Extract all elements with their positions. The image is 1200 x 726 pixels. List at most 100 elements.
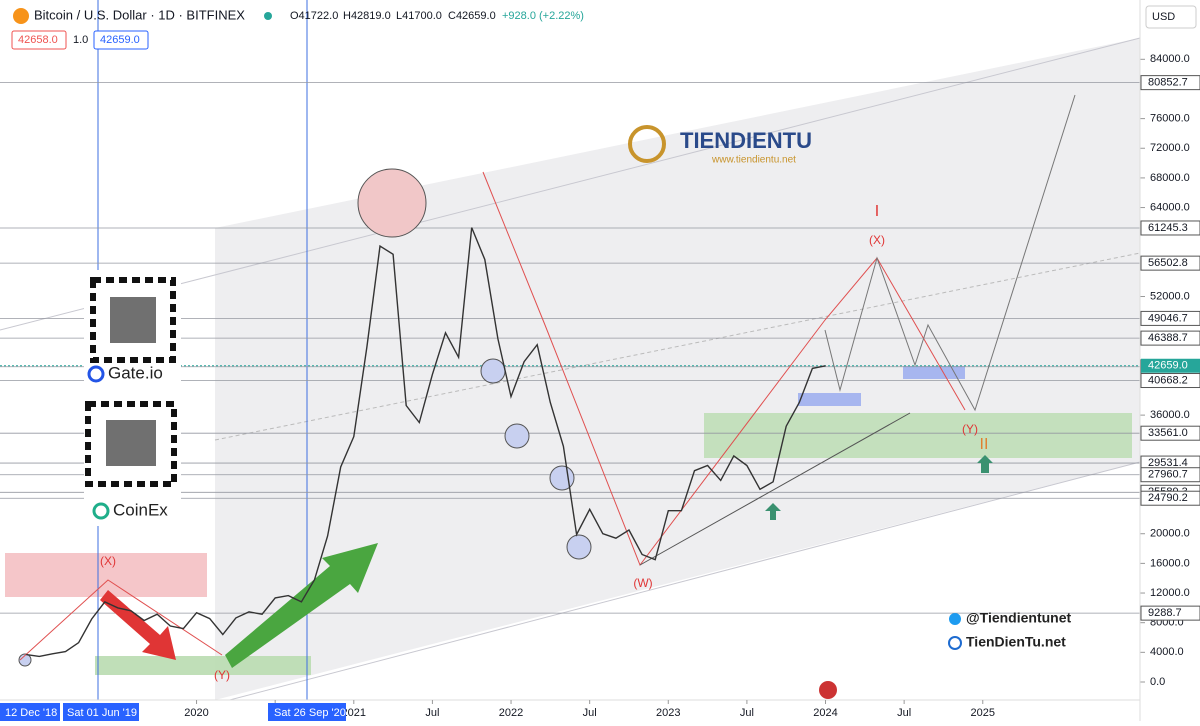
level-box	[1140, 373, 1200, 389]
y-tick-label: 72000.0	[1150, 142, 1190, 154]
level-label: 40668.2	[1148, 374, 1188, 386]
flag-icon	[819, 681, 837, 699]
currency-button[interactable]	[1145, 5, 1197, 29]
x-tick-label: Jul	[583, 707, 597, 719]
y-tick-label: 64000.0	[1150, 201, 1190, 213]
x-tick-label: 2022	[499, 707, 523, 719]
wave-line	[482, 171, 966, 567]
level-box	[1140, 310, 1200, 326]
level-label: 61245.3	[1148, 222, 1188, 234]
blue-box	[903, 366, 965, 379]
level-label: 27960.7	[1148, 469, 1188, 481]
date-marker-label: Sat 01 Jun '19	[67, 707, 137, 719]
circles	[18, 358, 592, 667]
level-box	[1140, 605, 1200, 621]
level-label: 29531.4	[1148, 457, 1188, 469]
brand-icon	[87, 365, 105, 383]
symbol: Bitcoin / U.S. Dollar · 1D · BITFINEX	[34, 7, 245, 22]
level-label: 49046.7	[1148, 312, 1188, 324]
trend-line	[639, 412, 911, 566]
level-label: 46388.7	[1148, 332, 1188, 344]
x-tick-label: 2021	[342, 707, 366, 719]
level-box	[1140, 330, 1200, 346]
date-marker	[0, 703, 60, 721]
currency: USD	[1152, 11, 1175, 23]
wave-label: (Y)	[214, 668, 230, 682]
channel-area	[215, 38, 1140, 700]
support-box	[95, 656, 311, 675]
qr-code	[85, 277, 177, 487]
y-tick-label: 52000.0	[1150, 290, 1190, 302]
symbol-icon	[13, 8, 29, 24]
wave-label: (X)	[100, 554, 116, 568]
ask: 42659.0	[100, 34, 140, 46]
wave-label: (W)	[633, 576, 652, 590]
y-tick-label: 76000.0	[1150, 113, 1190, 125]
wave-label: I	[875, 203, 879, 220]
qty: 1.0	[73, 34, 88, 46]
wave-label: II	[980, 436, 989, 453]
status-dot	[264, 12, 272, 20]
y-tick-label: 20000.0	[1150, 528, 1190, 540]
social: TienDienTu.net	[966, 634, 1066, 650]
x-tick-label: Jul	[425, 707, 439, 719]
arrow	[765, 503, 781, 520]
x-tick-label: 2020	[184, 707, 208, 719]
logo-icon	[628, 125, 666, 163]
twitter-icon	[949, 613, 961, 625]
logo: TIENDIENTU	[680, 128, 812, 153]
x-tick-label: 2024	[813, 707, 837, 719]
social: @Tiendientunet	[966, 610, 1072, 626]
level-label: 24790.2	[1148, 492, 1188, 504]
bid-box[interactable]	[11, 30, 67, 50]
change: +928.0 (+2.22%)	[502, 10, 584, 22]
level-label: 33561.0	[1148, 427, 1188, 439]
brand-icon	[92, 502, 110, 520]
y-tick-label: 68000.0	[1150, 172, 1190, 184]
level-box	[1140, 220, 1200, 236]
level-box	[1140, 490, 1200, 506]
x-tick-label: 2023	[656, 707, 680, 719]
y-tick-label: 16000.0	[1150, 557, 1190, 569]
logo-url: www.tiendientu.net	[711, 155, 796, 166]
channel-top	[0, 37, 1141, 331]
top-circle	[357, 168, 427, 238]
level-label: 9288.7	[1148, 607, 1182, 619]
wave-line	[19, 579, 223, 661]
channel-mid	[214, 252, 1141, 441]
resistance-box	[5, 553, 207, 597]
last-price-label: 42659.0	[1148, 360, 1188, 372]
y-tick-label: 0.0	[1150, 676, 1165, 688]
date-marker	[268, 703, 346, 721]
y-tick-label: 36000.0	[1150, 409, 1190, 421]
x-axis	[0, 700, 1140, 721]
level-box	[1140, 467, 1200, 483]
level-box	[1140, 255, 1200, 271]
arrow-up	[225, 543, 378, 668]
wave-label: (Y)	[962, 422, 978, 436]
date-marker	[63, 703, 139, 721]
ask-box[interactable]	[93, 30, 149, 50]
brand: CoinEx	[113, 500, 168, 519]
projection-line	[824, 94, 1076, 412]
blue-box	[798, 393, 861, 406]
target-zone	[704, 413, 1132, 458]
ohlc: L41700.0	[396, 10, 442, 22]
level-box	[1140, 75, 1200, 91]
level-box	[1140, 425, 1200, 441]
date-marker-label: Sat 26 Sep '20	[274, 707, 346, 719]
level-label: 56502.8	[1148, 257, 1188, 269]
x-tick-label: Jul	[897, 707, 911, 719]
x-tick-label: 2025	[971, 707, 995, 719]
x-tick-label: Jul	[740, 707, 754, 719]
y-tick-label: 84000.0	[1150, 53, 1190, 65]
date-marker-label: 12 Dec '18	[5, 707, 57, 719]
wave-label: (X)	[869, 233, 885, 247]
brand: Gate.io	[108, 363, 163, 382]
last-price-box	[1141, 358, 1200, 373]
level-label: 80852.7	[1148, 77, 1188, 89]
price-line	[26, 227, 826, 658]
globe-icon	[948, 636, 962, 650]
bid: 42658.0	[18, 34, 58, 46]
